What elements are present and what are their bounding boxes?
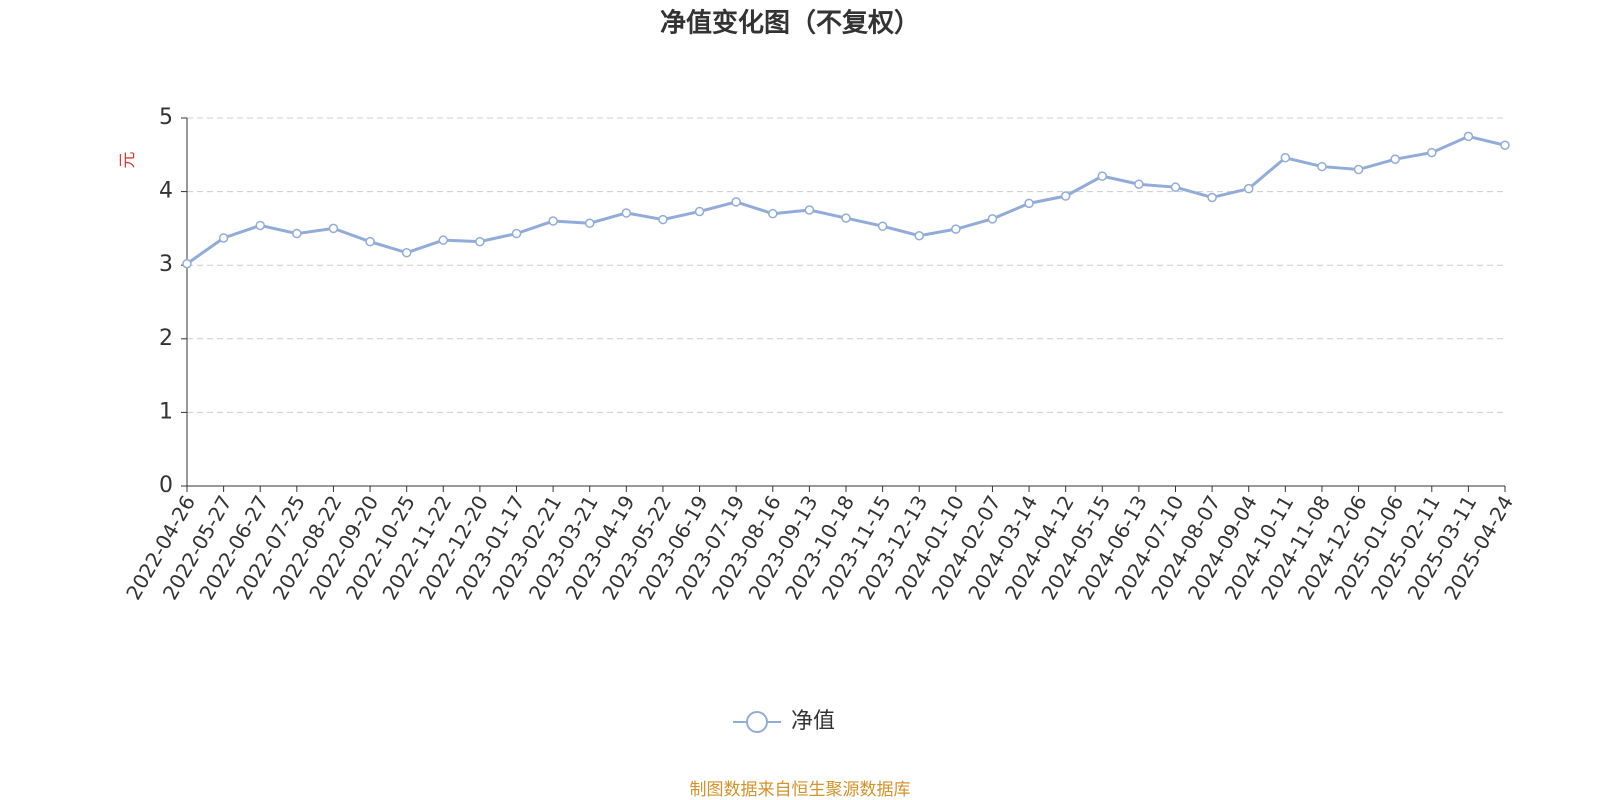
data-point	[1427, 147, 1437, 158]
data-point	[1134, 179, 1144, 189]
data-point	[1280, 152, 1291, 163]
data-point	[218, 233, 229, 243]
data-point	[694, 206, 705, 217]
data-point	[438, 235, 449, 245]
data-point	[1353, 164, 1364, 175]
data-point	[1097, 171, 1108, 181]
y-tick-label: 0	[159, 473, 173, 498]
chart-title: 净值变化图（不复权）	[660, 8, 920, 39]
data-point	[987, 214, 998, 224]
data-point	[658, 214, 668, 225]
y-tick-label: 3	[159, 252, 173, 277]
data-point	[1317, 161, 1327, 172]
y-tick-label: 5	[159, 105, 173, 130]
data-point	[1500, 140, 1510, 150]
data-point	[1060, 191, 1071, 201]
data-point	[511, 228, 522, 239]
data-point	[182, 258, 192, 269]
data-point	[475, 236, 485, 247]
data-point	[548, 216, 558, 226]
y-tick-label: 4	[159, 179, 173, 204]
data-point	[877, 221, 888, 231]
y-tick-label: 1	[159, 399, 173, 424]
data-point	[1463, 131, 1474, 142]
data-point	[328, 223, 339, 234]
y-tick-label: 2	[159, 326, 173, 351]
data-point	[951, 224, 961, 234]
data-point	[1207, 192, 1217, 203]
source-note: 制图数据来自恒生聚源数据库	[690, 780, 911, 800]
data-point	[1243, 183, 1254, 194]
data-point	[365, 236, 375, 247]
data-point	[914, 231, 924, 241]
legend-label: 净值	[791, 709, 835, 734]
legend-marker	[746, 711, 768, 733]
data-point	[768, 208, 778, 219]
data-point	[841, 213, 851, 223]
data-point	[731, 197, 741, 207]
data-point	[255, 220, 265, 231]
series-line	[186, 134, 1506, 265]
data-point	[401, 247, 412, 258]
data-point	[292, 228, 302, 239]
data-point	[1024, 198, 1034, 209]
data-point	[621, 208, 632, 218]
data-point	[804, 205, 815, 215]
y-axis-title: 元	[118, 152, 138, 169]
data-point	[1390, 154, 1400, 164]
data-point	[584, 218, 595, 228]
data-point	[1170, 182, 1181, 192]
